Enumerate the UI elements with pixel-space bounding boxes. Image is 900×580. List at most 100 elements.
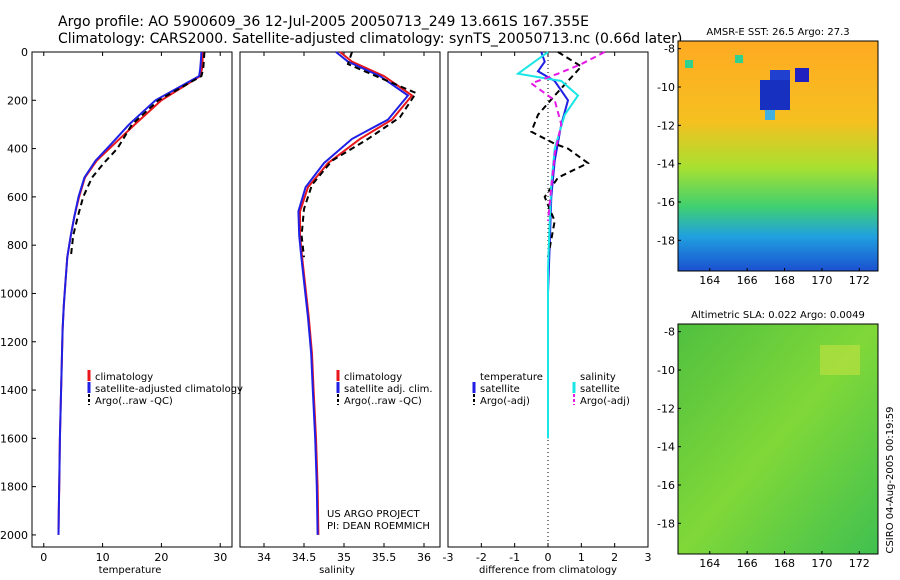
y-tick-label: 600	[7, 191, 28, 204]
salinity-panel-frame	[239, 51, 441, 548]
legend-label-temp-argo: Argo(-adj)	[480, 396, 530, 407]
series-line-argo-raw-qc-	[69, 51, 206, 258]
map-y-tick-label: -8	[664, 43, 675, 56]
x-tick-label: -2	[476, 551, 487, 564]
salinity-xlabel: salinity	[319, 565, 355, 576]
x-tick-label: 0	[545, 551, 552, 564]
sla-map-title: Altimetric SLA: 0.022 Argo: 0.0049	[691, 310, 865, 321]
legend-label-argo: Argo(..raw -QC)	[95, 396, 173, 407]
y-tick-label: 1600	[0, 432, 28, 445]
temperature-xlabel: temperature	[99, 565, 162, 576]
difference-xlabel: difference from climatology	[479, 565, 617, 576]
x-tick-label: 34	[257, 551, 271, 564]
series-line-temperature-argo-adj-	[530, 51, 590, 258]
difference-series	[515, 51, 606, 439]
title-line1: Argo profile: AO 5900609_36 12-Jul-2005 …	[58, 14, 589, 30]
sst-map-ticks: 164 166 168 170 172 -8 -10 -12 -14 -16 -18	[657, 43, 870, 287]
map-x-tick-label: 168	[774, 557, 795, 570]
series-line-satellite-adj-clim-	[297, 51, 410, 535]
map-y-tick-label: -10	[657, 364, 675, 377]
x-tick-label: 30	[213, 551, 227, 564]
project-annotation: US ARGO PROJECT	[327, 509, 421, 520]
salinity-axis-ticks: 34 34.5 35 35.5 36	[257, 52, 431, 564]
legend-label-temp-satellite: satellite	[480, 384, 520, 395]
salinity-series	[297, 51, 418, 535]
pi-annotation: PI: DEAN ROEMMICH	[327, 521, 430, 532]
map-x-tick-label: 170	[811, 557, 832, 570]
sst-patch	[770, 70, 790, 80]
sst-patch	[765, 110, 775, 120]
map-x-tick-label: 166	[737, 274, 758, 287]
legend-label-sal-satellite: satellite	[580, 384, 620, 395]
y-tick-label: 0	[21, 46, 28, 59]
map-x-tick-label: 164	[699, 557, 720, 570]
series-line-satellite-adjusted-climatology	[57, 51, 203, 535]
sst-patch	[795, 68, 809, 82]
sst-cold-patches	[685, 55, 809, 120]
sst-map-title: AMSR-E SST: 26.5 Argo: 27.3	[706, 27, 849, 38]
legend-label-satellite: satellite adj. clim.	[344, 384, 433, 395]
x-tick-label: 2	[611, 551, 618, 564]
y-tick-label: 400	[7, 143, 28, 156]
map-x-tick-label: 166	[737, 557, 758, 570]
difference-axis-ticks: -3 -2 -1 0 1 2 3	[443, 52, 652, 564]
x-tick-label: 3	[645, 551, 652, 564]
legend-label-salinity: salinity	[580, 372, 616, 383]
series-line-climatology	[57, 52, 204, 535]
map-y-tick-label: -16	[657, 479, 675, 492]
legend-label-sal-argo: Argo(-adj)	[580, 396, 630, 407]
map-x-tick-label: 170	[811, 274, 832, 287]
temperature-series	[57, 51, 206, 535]
x-tick-label: 0	[40, 551, 47, 564]
map-y-tick-label: -16	[657, 196, 675, 209]
side-stamp: CSIRO 04-Aug-2005 00:19:59	[885, 406, 896, 553]
legend-label-argo: Argo(..raw -QC)	[344, 396, 422, 407]
sst-patch	[735, 55, 743, 63]
x-tick-label: 35	[337, 551, 351, 564]
y-tick-label: 2000	[0, 529, 28, 542]
temperature-legend: climatology satellite-adjusted climatolo…	[87, 370, 243, 407]
title-line2: Climatology: CARS2000. Satellite-adjuste…	[58, 31, 683, 47]
map-y-tick-label: -12	[657, 119, 675, 132]
difference-legend: temperature satellite Argo(-adj) salinit…	[472, 372, 630, 407]
y-tick-label: 200	[7, 94, 28, 107]
temperature-axis-ticks: 0 10 20 30 0 200 400 600 800 1000 1200 1400 1600 1800…	[0, 46, 227, 564]
map-y-tick-label: -12	[657, 402, 675, 415]
y-tick-label: 1400	[0, 384, 28, 397]
map-x-tick-label: 172	[849, 557, 870, 570]
y-tick-label: 1800	[0, 481, 28, 494]
y-tick-label: 1200	[0, 336, 28, 349]
x-tick-label: 35.5	[372, 551, 397, 564]
y-tick-label: 800	[7, 239, 28, 252]
x-tick-label: 20	[154, 551, 168, 564]
series-line-salinity-argo-adj-	[529, 51, 606, 222]
sla-high-patch	[820, 345, 860, 375]
legend-label-satellite-adjusted: satellite-adjusted climatology	[95, 384, 243, 395]
temperature-panel-frame	[31, 51, 233, 548]
map-y-tick-label: -8	[664, 326, 675, 339]
x-tick-label: -1	[509, 551, 520, 564]
x-tick-label: -3	[443, 551, 454, 564]
map-x-tick-label: 172	[849, 274, 870, 287]
legend-label-climatology: climatology	[95, 372, 153, 383]
map-y-tick-label: -14	[657, 441, 675, 454]
legend-label-climatology: climatology	[344, 372, 402, 383]
x-tick-label: 36	[417, 551, 431, 564]
sst-patch	[685, 60, 693, 68]
legend-label-temperature: temperature	[480, 372, 543, 383]
y-tick-label: 1000	[0, 287, 28, 300]
x-tick-label: 1	[578, 551, 585, 564]
map-y-tick-label: -14	[657, 158, 675, 171]
map-x-tick-label: 168	[774, 274, 795, 287]
x-tick-label: 34.5	[292, 551, 317, 564]
sla-map-ticks: 164 166 168 170 172 -8 -10 -12 -14 -16 -18	[657, 326, 870, 570]
series-line-argo-raw-qc-	[300, 51, 418, 258]
map-y-tick-label: -18	[657, 234, 675, 247]
map-x-tick-label: 164	[699, 274, 720, 287]
map-y-tick-label: -18	[657, 517, 675, 530]
map-y-tick-label: -10	[657, 81, 675, 94]
salinity-legend: climatology satellite adj. clim. Argo(..…	[336, 370, 433, 407]
x-tick-label: 10	[96, 551, 110, 564]
